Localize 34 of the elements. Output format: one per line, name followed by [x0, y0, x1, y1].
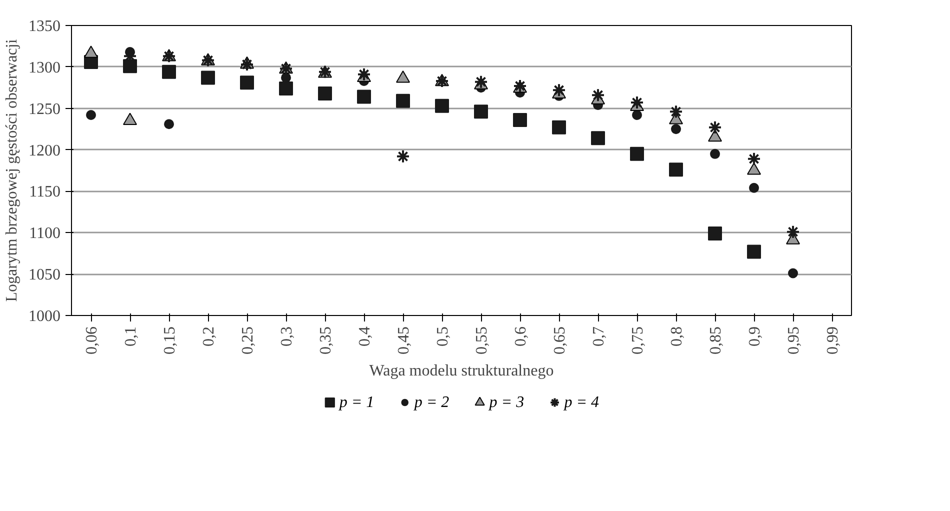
legend-label: p = 2: [413, 394, 450, 411]
y-tick-label: 1250: [28, 100, 60, 118]
legend-label: p = 4: [563, 394, 600, 411]
y-tick-label: 1000: [28, 308, 60, 325]
y-tick-label: 1100: [29, 225, 60, 242]
x-tick-label: 0,8: [668, 326, 686, 346]
x-tick-label: 0,7: [590, 326, 608, 346]
x-tick-label: 0,55: [474, 326, 490, 354]
x-tick-label: 0,9: [746, 326, 764, 346]
x-tick-label: 0,15: [162, 326, 178, 354]
y-tick-label: 1200: [28, 142, 60, 160]
x-tick-label: 0,3: [278, 326, 296, 346]
x-axis-title: Waga modelu strukturalnego: [369, 362, 554, 380]
x-tick-label: 0,06: [84, 326, 100, 354]
y-tick-label: 1050: [28, 266, 60, 284]
x-tick-label: 0,4: [356, 326, 374, 346]
x-tick-label: 0,65: [552, 326, 568, 354]
legend-label: p = 1: [338, 394, 374, 411]
y-tick-label: 1350: [28, 18, 60, 35]
y-axis-title: Logarytm brzegowej gęstości obserwacji: [4, 38, 20, 302]
x-tick-label: 0,35: [318, 326, 334, 354]
x-tick-label: 0,5: [434, 326, 452, 346]
y-tick-label: 1300: [28, 59, 60, 76]
x-tick-label: 0,6: [512, 326, 530, 346]
x-tick-label: 0,95: [786, 326, 802, 354]
x-tick-label: 0,2: [200, 326, 218, 346]
legend-label: p = 3: [488, 394, 524, 411]
x-tick-label: 0,1: [122, 326, 140, 346]
x-tick-label: 0,75: [630, 326, 646, 354]
y-tick-label: 1150: [29, 184, 60, 201]
x-tick-label: 0,85: [708, 326, 724, 354]
x-tick-label: 0,45: [396, 326, 412, 354]
x-tick-label: 0,25: [240, 326, 256, 354]
x-tick-label: 0,99: [824, 326, 842, 354]
